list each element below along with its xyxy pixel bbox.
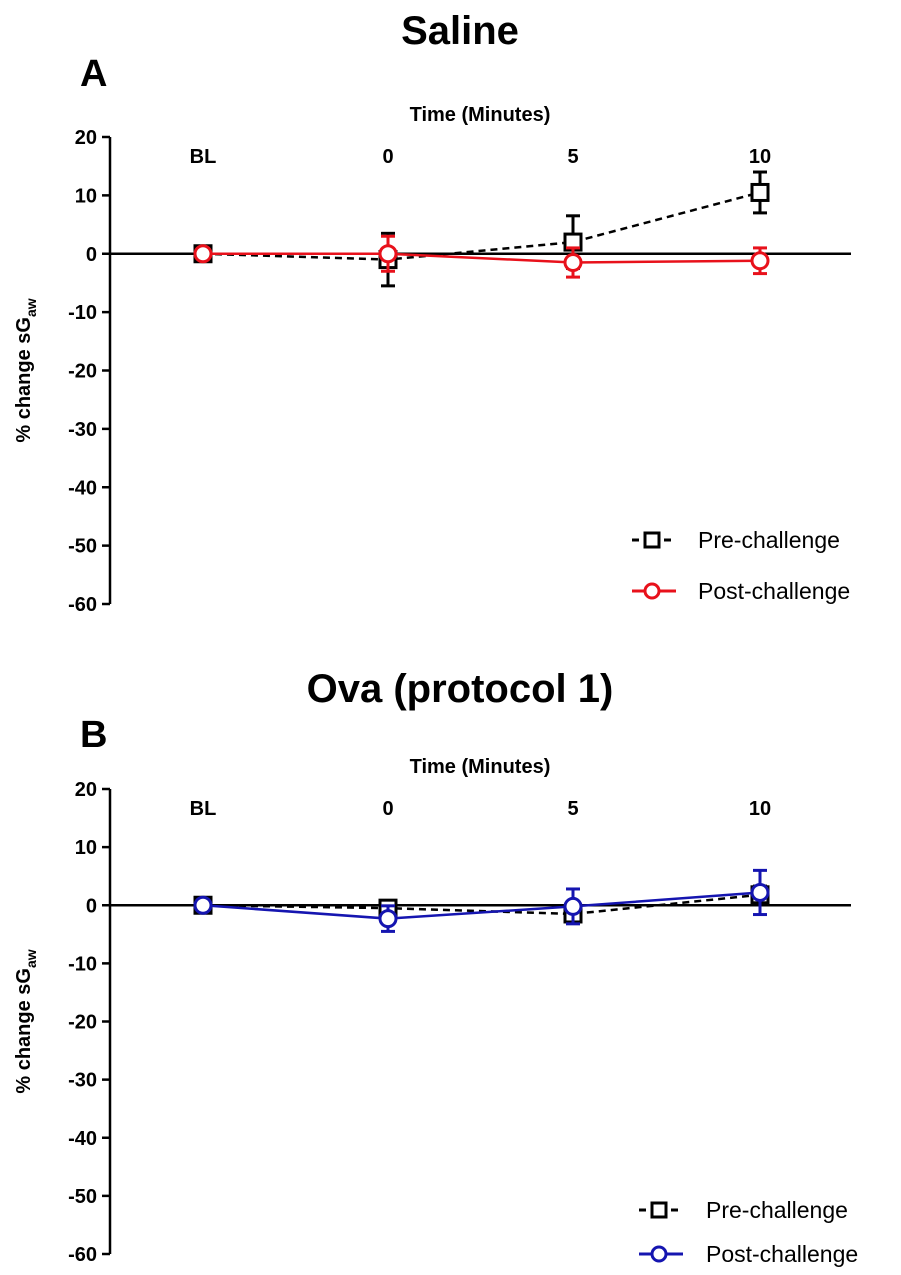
x-tick-label: 0 [382, 146, 393, 168]
y-axis-title-subscript: aw [23, 298, 39, 317]
legend-entry: Pre-challenge [639, 1197, 848, 1223]
y-axis-title: % change sGaw [13, 298, 39, 442]
x-tick-label: 5 [567, 146, 578, 168]
panel-letter: B [80, 714, 107, 756]
y-tick-label: -50 [68, 1186, 97, 1208]
y-tick-label: -10 [68, 302, 97, 324]
data-point [193, 244, 213, 264]
data-point [378, 244, 398, 264]
data-point [750, 182, 770, 202]
x-tick-label: BL [190, 798, 217, 820]
data-point [378, 909, 398, 929]
y-axis-title-main: % change sG [13, 968, 35, 1094]
legend-entry: Post-challenge [639, 1241, 858, 1267]
series-pre-challenge [193, 170, 770, 288]
x-axis-title: Time (Minutes) [410, 104, 551, 126]
data-point [750, 882, 770, 902]
x-tick-label: BL [190, 146, 217, 168]
x-axis-title: Time (Minutes) [410, 756, 551, 778]
legend-label: Pre-challenge [706, 1197, 848, 1223]
chart-title: Ova (protocol 1) [307, 667, 614, 711]
data-point [563, 253, 583, 273]
y-tick-label: 20 [75, 127, 97, 149]
y-tick-label: -10 [68, 953, 97, 975]
legend-marker [643, 582, 661, 600]
chart-panel-b: Ova (protocol 1) B Time (Minutes) BL 0 5 10 20 1… [13, 667, 858, 1267]
legend-label: Post-challenge [706, 1241, 858, 1267]
legend-entry: Post-challenge [632, 578, 850, 604]
y-tick-label: 10 [75, 185, 97, 207]
y-tick-label: -20 [68, 1012, 97, 1034]
legend-marker [650, 1201, 668, 1219]
panel-letter: A [80, 53, 107, 95]
y-tick-label: -30 [68, 419, 97, 441]
chart-title: Saline [401, 9, 519, 53]
series-line [202, 891, 761, 920]
x-tick-label: 0 [382, 798, 393, 820]
y-tick-label: 20 [75, 779, 97, 801]
y-tick-label: -60 [68, 594, 97, 616]
legend-entry: Pre-challenge [632, 527, 840, 553]
x-tick-label: 10 [749, 146, 771, 168]
data-point [563, 896, 583, 916]
y-tick-label: -40 [68, 1128, 97, 1150]
series-line [203, 252, 761, 264]
chart-panel-a: Saline A Time (Minutes) BL 0 5 10 20 10 0 -10 -20 -3… [13, 9, 851, 616]
series-post-challenge [193, 234, 770, 279]
series-line [202, 893, 761, 916]
y-axis-title-main: % change sG [13, 317, 35, 443]
legend-label: Pre-challenge [698, 527, 840, 553]
x-tick-label: 5 [567, 798, 578, 820]
y-tick-label: 0 [86, 244, 97, 266]
y-tick-label: -60 [68, 1244, 97, 1266]
y-tick-label: 10 [75, 837, 97, 859]
y-tick-label: -20 [68, 361, 97, 383]
series-line [202, 191, 761, 261]
x-tick-label: 10 [749, 798, 771, 820]
y-axis-title-subscript: aw [23, 949, 39, 968]
y-tick-label: 0 [86, 895, 97, 917]
legend-marker [643, 531, 661, 549]
y-tick-label: -40 [68, 477, 97, 499]
series-post-challenge [193, 868, 770, 933]
legend-marker [650, 1245, 668, 1263]
y-tick-label: -50 [68, 536, 97, 558]
data-point [193, 895, 213, 915]
data-point [750, 251, 770, 271]
legend-label: Post-challenge [698, 578, 850, 604]
y-tick-label: -30 [68, 1070, 97, 1092]
y-axis-title: % change sGaw [13, 949, 39, 1093]
